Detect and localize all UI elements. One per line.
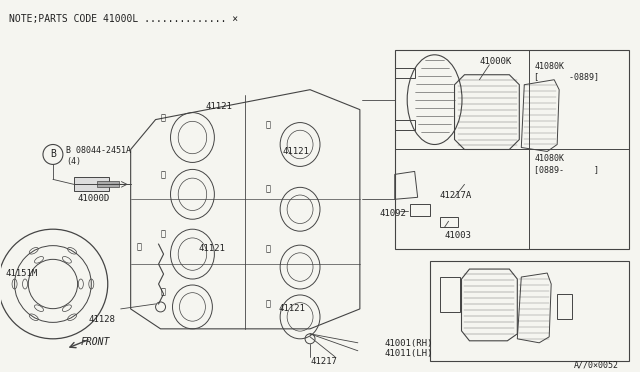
Text: 41080K
[0889-      ]: 41080K [0889- ] (534, 154, 599, 174)
Text: ※: ※ (266, 245, 271, 254)
Text: A//0×0052: A//0×0052 (574, 361, 619, 370)
Bar (440, 217, 458, 227)
Text: 41217A: 41217A (440, 191, 472, 201)
Text: ※: ※ (266, 299, 271, 308)
Text: ※: ※ (136, 243, 141, 251)
Bar (440, 277, 460, 312)
Text: ※: ※ (161, 113, 166, 122)
Text: 41011(LH): 41011(LH) (385, 349, 433, 358)
Text: ※: ※ (161, 230, 166, 239)
Text: 41001(RH): 41001(RH) (385, 339, 433, 348)
Text: 41217: 41217 (310, 357, 337, 366)
Text: 41121: 41121 (282, 147, 309, 157)
Text: B: B (50, 150, 56, 160)
Text: 41128: 41128 (89, 315, 116, 324)
Bar (395, 119, 415, 129)
Text: ※: ※ (266, 185, 271, 194)
Text: 41003: 41003 (445, 231, 472, 240)
Bar (97, 182, 118, 187)
Text: ※: ※ (161, 288, 166, 296)
Text: 41092: 41092 (380, 209, 406, 218)
Text: FRONT: FRONT (81, 337, 110, 347)
Bar (410, 204, 429, 216)
Text: 41000K: 41000K (479, 57, 512, 66)
Text: 41121: 41121 (198, 244, 225, 253)
Text: ※: ※ (161, 170, 166, 179)
Bar (429, 261, 629, 361)
Text: 41121: 41121 (278, 304, 305, 313)
Text: ※: ※ (266, 120, 271, 129)
Text: 41000D: 41000D (78, 194, 110, 203)
Text: NOTE;PARTS CODE 41000L .............. ×: NOTE;PARTS CODE 41000L .............. × (9, 14, 238, 24)
Bar (395, 50, 629, 249)
Bar (557, 294, 572, 319)
Text: 41121: 41121 (205, 102, 232, 110)
Text: 41151M: 41151M (5, 269, 37, 278)
Bar (74, 177, 109, 191)
Bar (395, 68, 415, 78)
Text: B 08044-2451A
(4): B 08044-2451A (4) (66, 147, 131, 166)
Text: 41080K
[      -0889]: 41080K [ -0889] (534, 62, 599, 81)
